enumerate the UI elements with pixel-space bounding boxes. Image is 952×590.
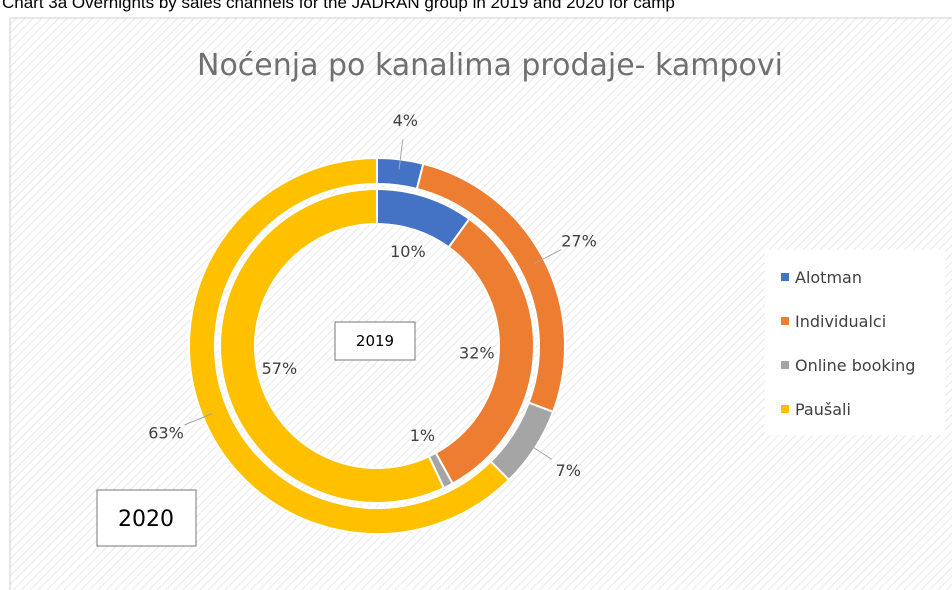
caption: Chart 3a Overnights by sales channels fo… <box>2 0 675 12</box>
legend-label: Alotman <box>795 268 862 287</box>
annotation-box <box>334 321 416 361</box>
annotation: 2019 <box>356 332 394 350</box>
legend-swatch <box>781 361 789 369</box>
legend-label: Paušali <box>795 400 851 419</box>
data-label: 10% <box>390 242 426 261</box>
annotation: 2020 <box>118 507 174 532</box>
data-label: 27% <box>561 231 597 250</box>
annotation-box <box>96 489 197 547</box>
legend-label: Individualci <box>795 312 886 331</box>
data-label: 63% <box>148 423 184 442</box>
legend-label: Online booking <box>795 356 915 375</box>
chart-title: Noćenja po kanalima prodaje- kampovi <box>197 48 783 83</box>
leader-line <box>534 249 562 264</box>
data-label: 32% <box>459 343 495 362</box>
legend-swatch <box>781 405 789 413</box>
data-label: 57% <box>262 359 298 378</box>
ring-segment <box>219 187 446 504</box>
data-label: 1% <box>410 426 435 445</box>
legend-box <box>765 250 945 435</box>
legend-swatch <box>781 317 789 325</box>
ring-segment <box>188 156 511 535</box>
leader-line <box>398 139 404 170</box>
leader-line <box>184 413 213 426</box>
leader-line <box>526 442 552 460</box>
legend-swatch <box>781 273 789 281</box>
data-label: 4% <box>393 111 418 130</box>
data-label: 7% <box>556 461 581 480</box>
